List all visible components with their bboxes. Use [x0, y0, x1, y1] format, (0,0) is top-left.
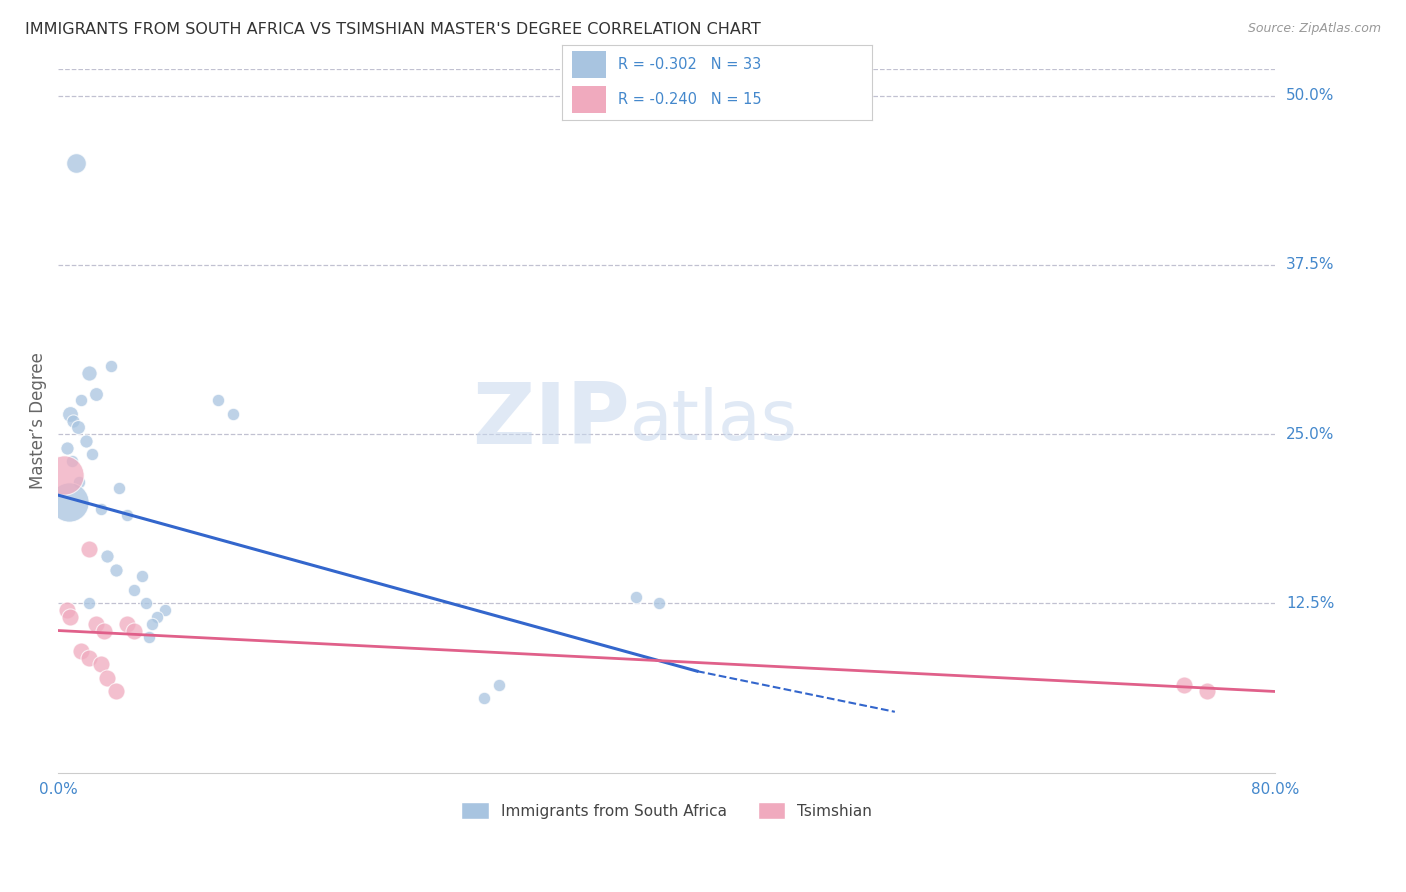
- Point: [58, 495, 80, 509]
- Point: [80, 448, 103, 462]
- Text: ZIP: ZIP: [472, 379, 630, 462]
- Point: [69, 475, 91, 489]
- Point: [77, 650, 100, 665]
- Point: [648, 597, 671, 611]
- Text: IMMIGRANTS FROM SOUTH AFRICA VS TSIMSHIAN MASTER'S DEGREE CORRELATION CHART: IMMIGRANTS FROM SOUTH AFRICA VS TSIMSHIA…: [25, 22, 761, 37]
- Text: R = -0.302   N = 33: R = -0.302 N = 33: [619, 57, 761, 72]
- Point: [1173, 678, 1195, 692]
- Text: R = -0.240   N = 15: R = -0.240 N = 15: [619, 92, 762, 107]
- Point: [135, 597, 157, 611]
- Y-axis label: Master’s Degree: Master’s Degree: [30, 352, 46, 489]
- Point: [56, 441, 79, 455]
- Point: [60, 454, 83, 468]
- Point: [96, 549, 118, 563]
- FancyBboxPatch shape: [572, 51, 606, 78]
- Point: [115, 508, 138, 523]
- Point: [53, 467, 76, 482]
- Point: [77, 366, 100, 380]
- Point: [472, 691, 495, 706]
- Point: [75, 434, 97, 448]
- Text: 25.0%: 25.0%: [1286, 426, 1334, 442]
- Point: [222, 407, 245, 421]
- Point: [66, 420, 89, 434]
- Text: Source: ZipAtlas.com: Source: ZipAtlas.com: [1247, 22, 1381, 36]
- Text: atlas: atlas: [630, 387, 799, 454]
- Point: [131, 569, 153, 583]
- Point: [138, 630, 160, 644]
- Point: [626, 590, 648, 604]
- Point: [207, 393, 229, 408]
- Point: [104, 563, 127, 577]
- Point: [100, 359, 122, 374]
- Point: [90, 657, 112, 672]
- Legend: Immigrants from South Africa, Tsimshian: Immigrants from South Africa, Tsimshian: [456, 796, 879, 825]
- Point: [70, 644, 93, 658]
- Text: 50.0%: 50.0%: [1286, 88, 1334, 103]
- Point: [84, 616, 107, 631]
- Point: [115, 616, 138, 631]
- Point: [77, 597, 100, 611]
- Point: [62, 414, 84, 428]
- Point: [141, 616, 163, 631]
- Point: [65, 156, 87, 170]
- Text: 37.5%: 37.5%: [1286, 258, 1334, 272]
- Point: [77, 542, 100, 557]
- Point: [104, 684, 127, 698]
- Point: [488, 678, 510, 692]
- Point: [56, 603, 79, 617]
- Point: [153, 603, 176, 617]
- Point: [59, 407, 82, 421]
- Point: [146, 610, 169, 624]
- Point: [93, 624, 115, 638]
- Point: [96, 671, 118, 685]
- Point: [90, 501, 112, 516]
- Point: [108, 481, 131, 495]
- Point: [59, 610, 82, 624]
- Point: [1195, 684, 1218, 698]
- Point: [122, 582, 145, 597]
- Text: 12.5%: 12.5%: [1286, 596, 1334, 611]
- FancyBboxPatch shape: [572, 86, 606, 112]
- Point: [122, 624, 145, 638]
- Point: [84, 386, 107, 401]
- Point: [70, 393, 93, 408]
